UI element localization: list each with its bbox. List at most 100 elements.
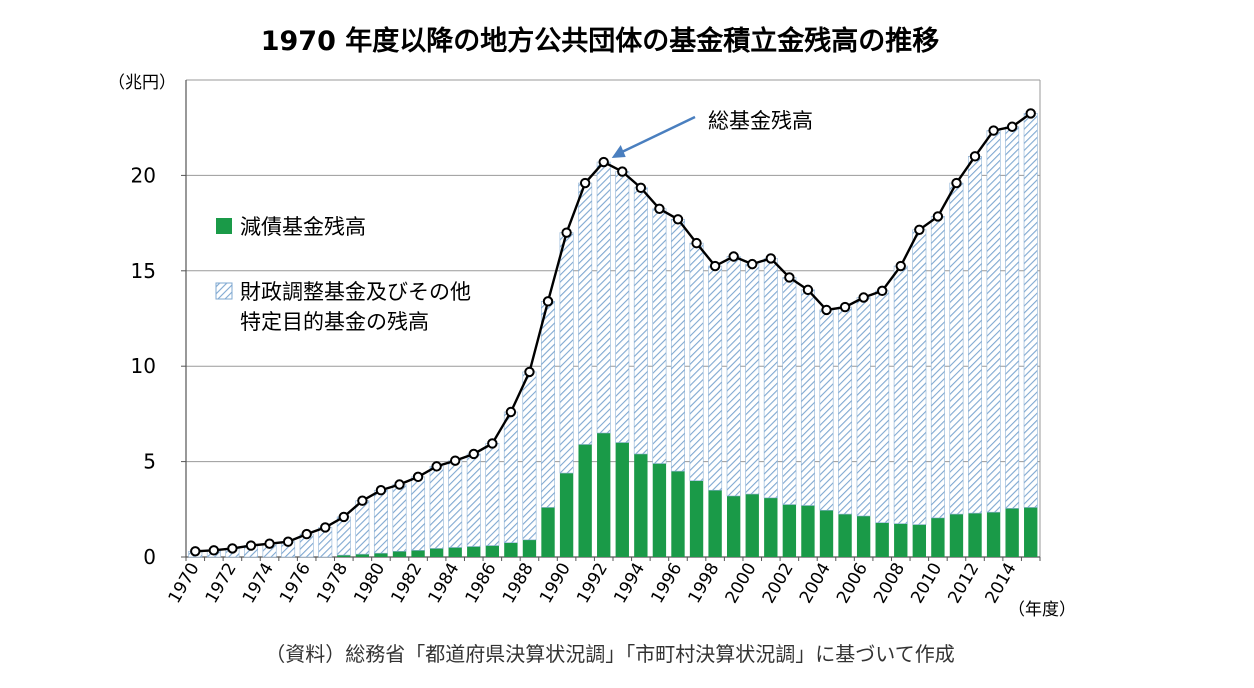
x-tick-label-1994: 1994 xyxy=(610,560,649,607)
bar-stack-1998 xyxy=(708,265,723,557)
bar-adjustment-fund xyxy=(355,500,370,555)
total-point-1989 xyxy=(542,296,554,307)
bar-debt-fund xyxy=(485,545,500,557)
bar-debt-fund xyxy=(782,504,797,557)
bar-stack-1980 xyxy=(373,489,388,557)
bar-stack-2009 xyxy=(912,229,927,557)
bar-debt-fund xyxy=(689,480,704,557)
bar-debt-fund xyxy=(578,444,592,557)
x-tick-label-2010: 2010 xyxy=(907,560,946,607)
bar-stack-1982 xyxy=(411,476,426,557)
bar-adjustment-fund xyxy=(856,297,871,517)
total-point-1990 xyxy=(561,227,572,238)
bar-adjustment-fund xyxy=(615,171,630,443)
bar-stack-1993 xyxy=(615,171,630,557)
bar-stack-2002 xyxy=(782,277,797,557)
total-point-1982 xyxy=(412,471,424,483)
bar-adjustment-fund xyxy=(1023,113,1038,508)
bar-adjustment-fund xyxy=(1005,126,1020,509)
total-point-2005 xyxy=(839,301,851,313)
bar-debt-fund xyxy=(522,539,537,557)
total-line xyxy=(190,108,1036,557)
total-point-2013 xyxy=(988,125,999,136)
total-point-2014 xyxy=(1006,121,1018,132)
legend-label-debt-fund: 減債基金残高 xyxy=(240,215,366,239)
x-tick-label-1984: 1984 xyxy=(425,560,464,607)
total-point-1985 xyxy=(468,448,479,460)
bar-stack-1997 xyxy=(689,242,704,557)
annotation-arrowhead xyxy=(611,145,626,159)
x-tick-label-1986: 1986 xyxy=(462,560,501,607)
annotation-label: 総基金残高 xyxy=(708,109,813,133)
x-tick-label-2008: 2008 xyxy=(870,560,909,607)
bar-debt-fund xyxy=(559,473,574,557)
bar-debt-fund xyxy=(634,453,648,557)
bar-stack-1986 xyxy=(485,443,500,557)
bar-debt-fund xyxy=(949,514,964,557)
bar-adjustment-fund xyxy=(485,443,500,546)
x-tick-label-1996: 1996 xyxy=(647,560,686,607)
bar-stack-2010 xyxy=(930,216,945,557)
bar-debt-fund xyxy=(392,551,407,557)
bar-adjustment-fund xyxy=(559,232,574,474)
bar-debt-fund xyxy=(652,463,667,557)
bar-adjustment-fund xyxy=(541,301,556,508)
x-tick-label-2006: 2006 xyxy=(833,560,872,607)
bar-stack-1983 xyxy=(429,466,444,557)
bar-stack-2006 xyxy=(856,297,871,557)
bar-stack-1981 xyxy=(392,484,407,557)
x-tick-label-1982: 1982 xyxy=(387,560,426,607)
total-point-1992 xyxy=(598,156,609,168)
x-tick-label-1988: 1988 xyxy=(499,560,538,607)
bar-debt-fund xyxy=(856,515,871,557)
bar-debt-fund xyxy=(838,514,852,557)
total-point-1975 xyxy=(282,536,294,547)
bar-stack-1995 xyxy=(652,208,667,557)
bar-stack-2015 xyxy=(1023,113,1038,557)
total-point-1981 xyxy=(394,479,405,490)
annotation-arrow xyxy=(617,115,696,156)
bar-adjustment-fund xyxy=(578,182,593,445)
bar-debt-fund xyxy=(708,490,722,557)
bar-adjustment-fund xyxy=(763,258,778,499)
total-point-1977 xyxy=(320,522,331,533)
y-tick-label-0: 0 xyxy=(143,545,156,569)
bar-stack-1996 xyxy=(670,218,685,557)
total-point-1973 xyxy=(245,540,257,551)
x-tick-label-1970: 1970 xyxy=(165,560,204,607)
bar-debt-fund xyxy=(1024,507,1038,557)
bar-debt-fund xyxy=(355,554,370,557)
bar-stack-1991 xyxy=(578,182,593,557)
total-point-1997 xyxy=(691,237,702,249)
bar-adjustment-fund xyxy=(782,277,797,505)
bar-debt-fund xyxy=(819,510,834,557)
total-point-1996 xyxy=(672,214,684,225)
bar-stack-1979 xyxy=(355,500,370,557)
bar-debt-fund xyxy=(968,513,982,557)
bar-stack-1989 xyxy=(541,301,556,557)
bar-debt-fund xyxy=(615,442,629,557)
legend-swatch-adjustment-fund xyxy=(215,282,233,300)
total-point-2002 xyxy=(784,272,795,283)
bar-adjustment-fund xyxy=(633,187,648,455)
bar-stack-2004 xyxy=(819,309,834,557)
bar-debt-fund xyxy=(374,553,388,557)
bar-adjustment-fund xyxy=(448,460,463,548)
bar-debt-fund xyxy=(411,550,425,557)
bar-adjustment-fund xyxy=(912,229,927,525)
x-axis: 1970197219741976197819801982198419861988… xyxy=(165,557,1041,607)
total-point-1976 xyxy=(301,528,312,540)
total-point-2007 xyxy=(876,285,888,297)
total-point-2012 xyxy=(969,151,981,162)
bar-adjustment-fund xyxy=(968,156,983,514)
x-tick-label-2000: 2000 xyxy=(722,560,761,607)
bar-debt-fund xyxy=(894,523,908,557)
total-point-1971 xyxy=(208,545,220,556)
bar-debt-fund xyxy=(448,547,462,557)
total-point-1972 xyxy=(227,543,238,554)
bar-debt-fund xyxy=(504,542,518,557)
bar-stack-2008 xyxy=(893,265,908,557)
legend: 減債基金残高 財政調整基金及びその他 特定目的基金の残高 xyxy=(215,215,471,334)
bar-adjustment-fund xyxy=(986,130,1001,513)
